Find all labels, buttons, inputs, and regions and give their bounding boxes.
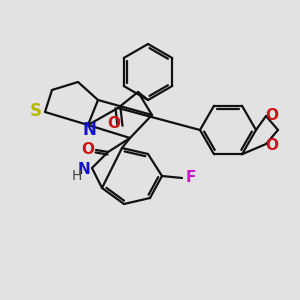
- Text: F: F: [186, 170, 196, 185]
- Text: S: S: [30, 102, 42, 120]
- Text: N: N: [82, 121, 96, 139]
- Text: O: O: [107, 116, 121, 130]
- Text: O: O: [82, 142, 94, 157]
- Text: N: N: [78, 163, 90, 178]
- Text: O: O: [266, 137, 278, 152]
- Text: O: O: [266, 107, 278, 122]
- Text: H: H: [72, 169, 82, 183]
